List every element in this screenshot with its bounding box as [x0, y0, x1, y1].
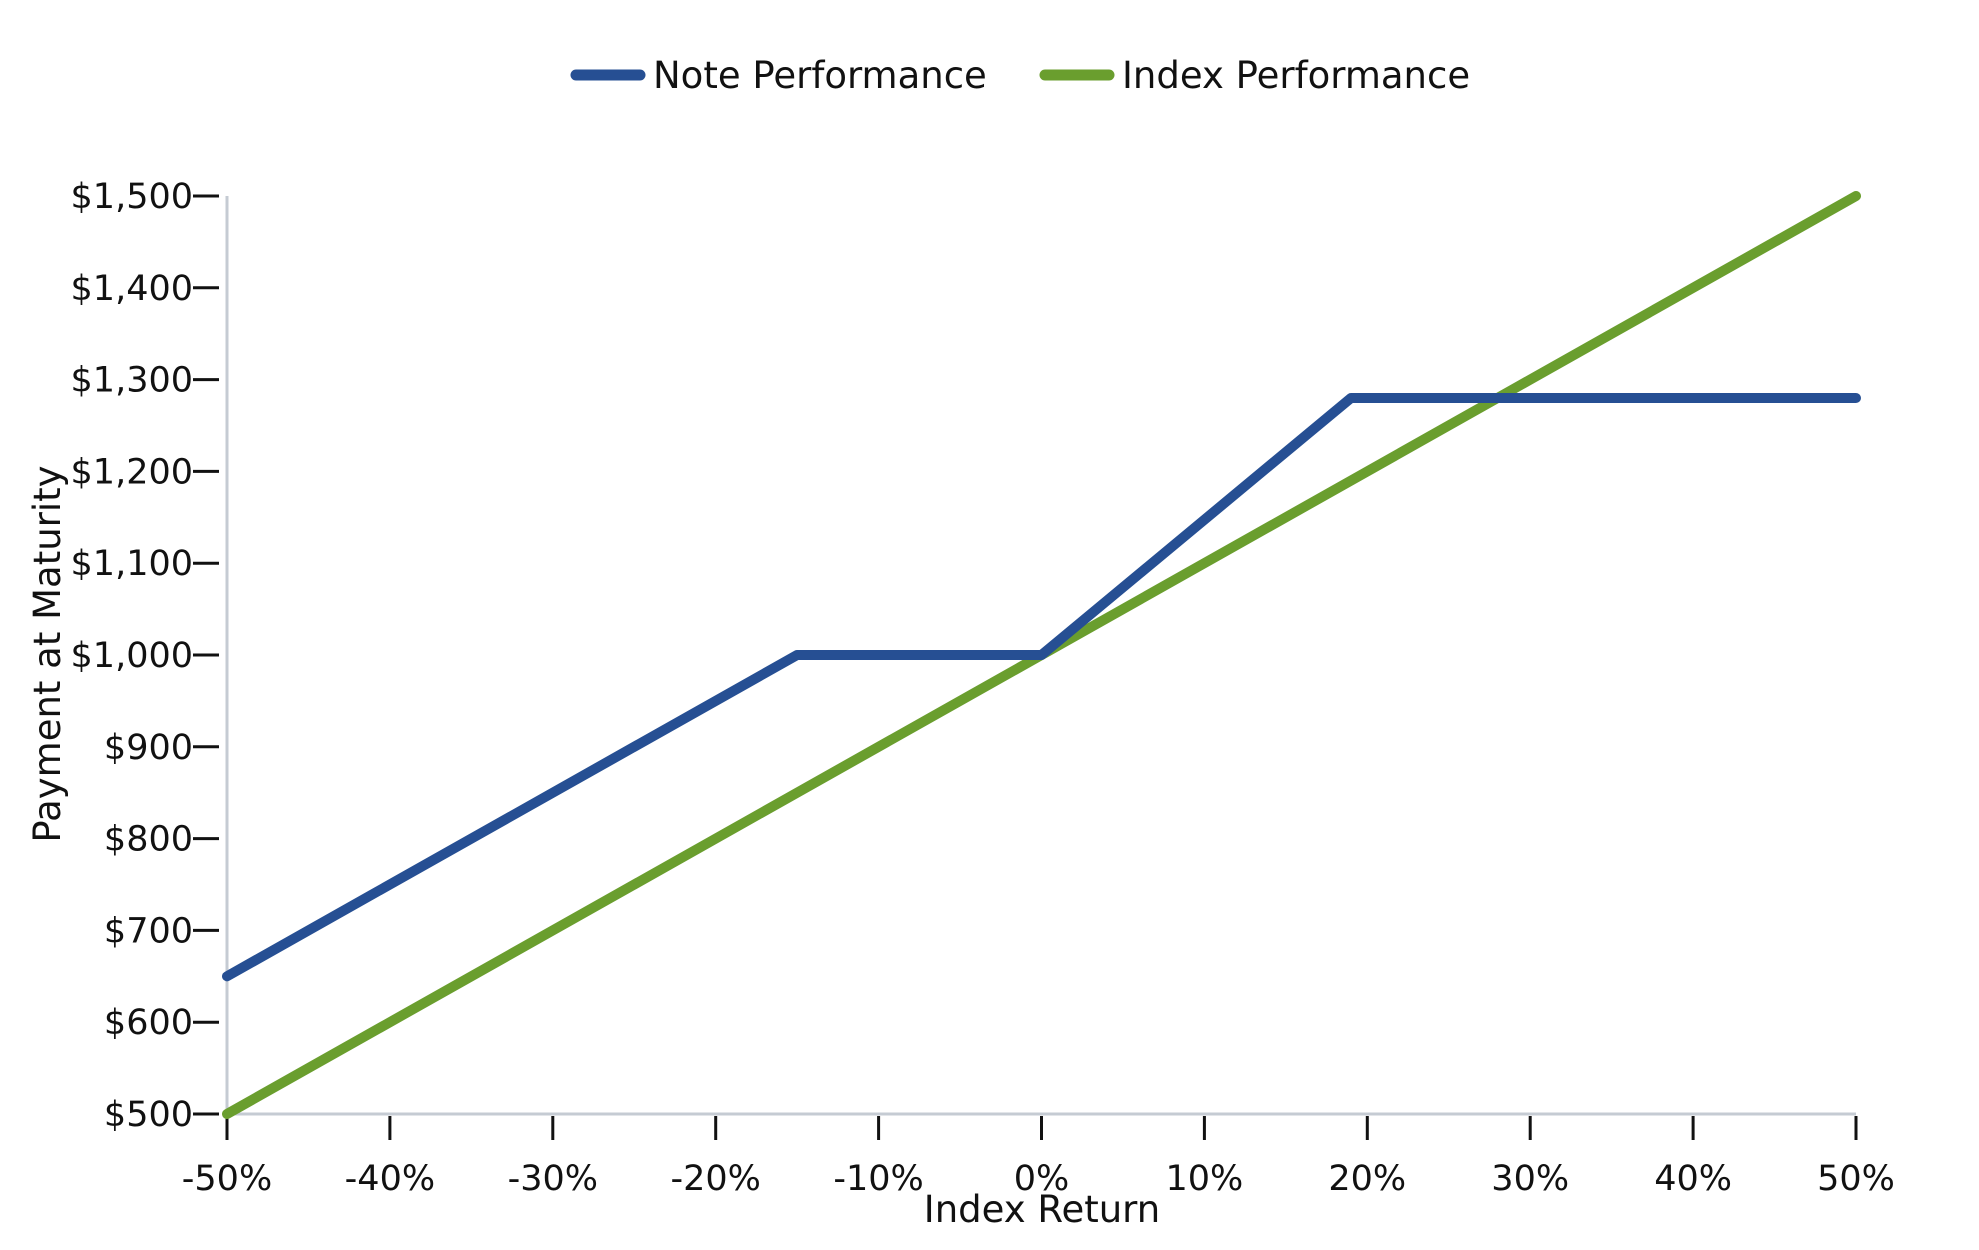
series-line-note-performance — [222, 393, 1861, 982]
y-axis-title: Payment at Maturity — [26, 465, 69, 842]
x-tick-label: -20% — [670, 1159, 760, 1199]
y-ticks: $1,500 $1,400 $1,300 $1,200 $1,100 $1,000 $900… — [71, 177, 219, 1135]
y-tick-label: $700 — [104, 911, 193, 951]
x-tick-label: 0% — [1014, 1159, 1070, 1199]
y-tick-label: $1,400 — [71, 269, 193, 309]
x-ticks: -50% -40% -30% -20% -10% 0% 10% 20% 30% 40% 50% — [182, 1116, 1895, 1199]
x-tick-label: 10% — [1166, 1159, 1244, 1199]
y-tick-label: $1,100 — [71, 544, 193, 584]
y-tick-label: $1,500 — [71, 177, 193, 217]
x-tick-label: -40% — [345, 1159, 435, 1199]
y-tick-label: $600 — [104, 1003, 193, 1043]
x-tick-label: 20% — [1328, 1159, 1406, 1199]
x-tick-label: -30% — [508, 1159, 598, 1199]
x-tick-label: -50% — [182, 1159, 272, 1199]
series-layer — [222, 191, 1861, 1119]
legend-label-index-performance: Index Performance — [1122, 54, 1470, 97]
axes — [225, 196, 1856, 1116]
x-axis-title: Index Return — [924, 1188, 1160, 1231]
y-tick-label: $500 — [104, 1095, 193, 1135]
legend: Note Performance Index Performance — [570, 54, 1470, 97]
y-tick-label: $800 — [104, 820, 193, 860]
x-tick-label: -10% — [833, 1159, 923, 1199]
x-tick-label: 40% — [1654, 1159, 1732, 1199]
y-tick-label: $1,200 — [71, 452, 193, 492]
x-tick-label: 50% — [1817, 1159, 1895, 1199]
y-tick-label: $1,000 — [71, 636, 193, 676]
y-tick-label: $1,300 — [71, 361, 193, 401]
y-tick-label: $900 — [104, 728, 193, 768]
legend-label-note-performance: Note Performance — [653, 54, 987, 97]
x-tick-label: 30% — [1491, 1159, 1569, 1199]
